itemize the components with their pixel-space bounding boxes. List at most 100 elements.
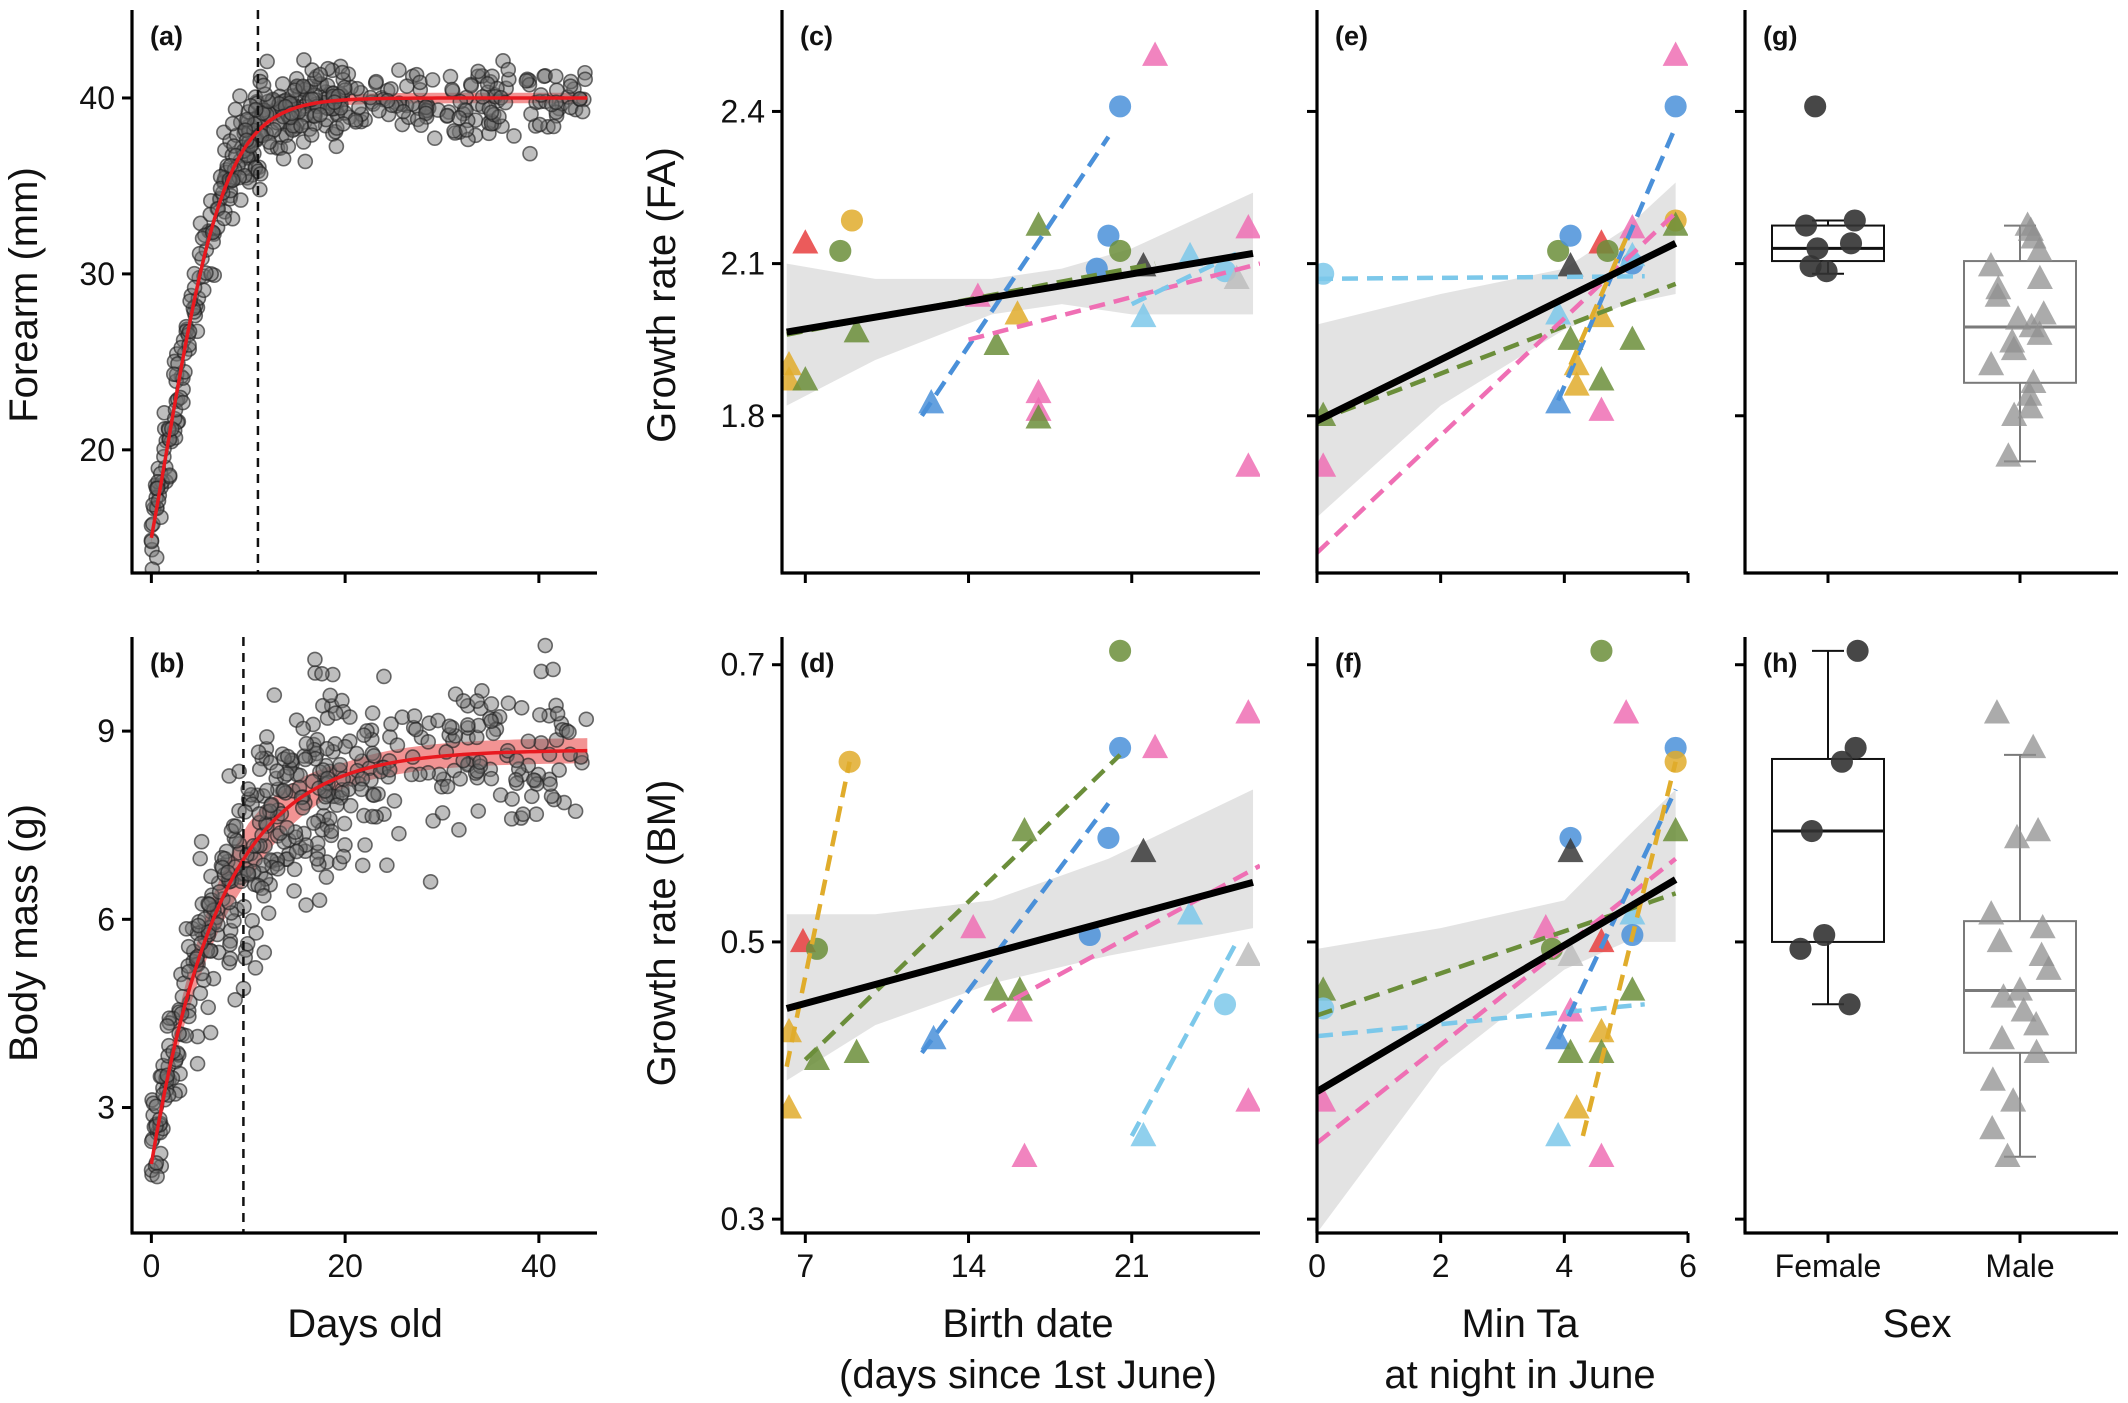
jitter-point xyxy=(1800,819,1823,843)
data-point-blue-triangle xyxy=(1545,388,1572,414)
jitter-point xyxy=(1844,736,1867,759)
data-point-green-triangle xyxy=(1025,404,1052,429)
data-point xyxy=(178,921,195,937)
plot-area xyxy=(143,637,595,1233)
x-tick-label: Male xyxy=(1985,1248,2054,1284)
data-point xyxy=(159,1018,176,1034)
data-point xyxy=(336,815,353,832)
panel-f: 0 2 4 6 (f) xyxy=(1307,637,1697,1284)
data-point xyxy=(433,778,450,795)
data-point xyxy=(383,716,399,732)
box-iqr xyxy=(1771,224,1885,263)
data-point xyxy=(561,724,577,741)
data-point xyxy=(526,772,542,788)
data-point xyxy=(247,960,264,976)
data-point xyxy=(430,102,446,118)
jitter-point xyxy=(2005,305,2032,330)
data-point xyxy=(237,804,253,820)
data-point xyxy=(298,735,315,752)
jitter-point xyxy=(2026,320,2053,345)
data-point-blue-circle xyxy=(1559,224,1582,247)
data-point-pink-triangle xyxy=(1662,41,1688,66)
data-point xyxy=(444,81,460,98)
data-point xyxy=(533,663,550,680)
data-point xyxy=(222,950,239,967)
data-point xyxy=(469,763,486,779)
data-point-red-triangle xyxy=(792,229,819,254)
data-point xyxy=(353,781,370,798)
data-point xyxy=(323,827,340,844)
data-point xyxy=(412,74,428,91)
data-point xyxy=(389,737,406,753)
jitter-point xyxy=(2035,955,2062,980)
jitter-point xyxy=(1846,639,1869,662)
data-point xyxy=(342,709,358,725)
group-line-green xyxy=(803,753,1122,1062)
data-point xyxy=(286,883,302,899)
data-point xyxy=(424,72,441,88)
data-point-green-triangle xyxy=(1317,976,1337,1001)
data-point xyxy=(495,53,511,69)
data-point xyxy=(224,115,241,132)
panel-label: (h) xyxy=(1763,648,1797,678)
data-point-pink-triangle xyxy=(1613,699,1640,724)
y-tick-label: 6 xyxy=(97,901,115,937)
data-point-lightblue-triangle xyxy=(1130,1121,1157,1147)
x-tick-label: 0 xyxy=(142,1248,160,1284)
data-point xyxy=(349,80,365,97)
data-point xyxy=(394,709,411,726)
data-point xyxy=(468,729,485,746)
data-point-pink-triangle xyxy=(1235,452,1260,477)
data-point xyxy=(412,766,428,783)
data-point-blue-triangle xyxy=(918,388,945,414)
y-tick-label: 40 xyxy=(79,80,115,116)
data-point xyxy=(237,949,253,966)
data-point-green-triangle xyxy=(843,317,870,343)
group-line-lightblue xyxy=(1129,940,1239,1138)
data-point xyxy=(335,116,352,132)
fit-line xyxy=(149,96,588,539)
data-point-yellow-triangle xyxy=(1004,300,1031,325)
data-point-red-triangle xyxy=(1588,927,1615,953)
x-tick-label: 2 xyxy=(1432,1248,1450,1284)
data-point xyxy=(298,897,314,913)
data-point xyxy=(144,561,161,573)
x-axis-title-days: Days old xyxy=(287,1302,443,1346)
data-point xyxy=(523,106,539,122)
group-line-pink xyxy=(967,261,1260,342)
data-point xyxy=(508,771,524,788)
data-point-green-circle xyxy=(1547,239,1570,262)
data-point xyxy=(307,651,323,668)
data-point xyxy=(518,73,535,89)
data-point-pink-triangle xyxy=(1317,1087,1337,1112)
x-tick-label: 4 xyxy=(1555,1248,1573,1284)
jitter-point xyxy=(1839,232,1863,255)
data-point xyxy=(275,150,292,167)
jitter-point xyxy=(2000,1087,2027,1112)
jitter-point xyxy=(1978,350,2005,376)
jitter-point xyxy=(2016,381,2043,406)
data-point-green-triangle xyxy=(843,1038,870,1064)
data-point-pink-triangle xyxy=(1588,396,1615,421)
data-point-pink-triangle xyxy=(1235,699,1260,724)
data-point xyxy=(451,110,467,126)
fit-ci-band xyxy=(151,92,588,544)
y-tick-label: 0.3 xyxy=(721,1201,765,1237)
x-tick-label: Female xyxy=(1775,1248,1882,1284)
panel-c: 1.8 2.1 2.4 (c) xyxy=(721,10,1260,583)
data-point xyxy=(327,705,344,721)
panel-g: (g) xyxy=(1735,10,2118,583)
scatter-points xyxy=(782,639,1260,1168)
data-point xyxy=(190,917,207,934)
plot-area xyxy=(1317,41,1688,555)
data-point xyxy=(368,73,384,90)
data-point xyxy=(492,787,509,803)
jitter-point xyxy=(2000,335,2027,361)
data-point xyxy=(483,713,499,730)
jitter-point xyxy=(1994,1142,2021,1168)
data-point xyxy=(202,1024,219,1041)
data-point xyxy=(263,797,279,814)
data-point xyxy=(312,66,329,83)
data-point xyxy=(470,803,487,819)
data-point xyxy=(545,118,562,135)
